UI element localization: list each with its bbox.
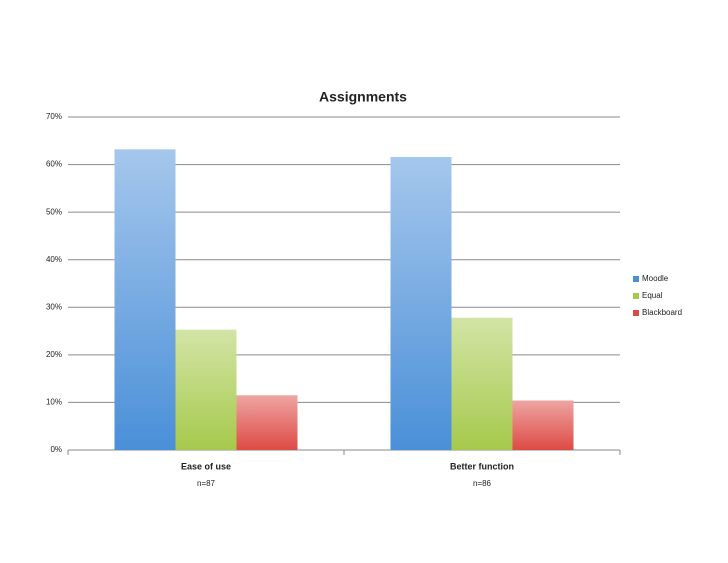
category-note: n=87	[197, 479, 216, 488]
legend-label: Moodle	[642, 274, 669, 283]
bar	[114, 149, 176, 450]
bar	[175, 329, 237, 450]
category-note: n=86	[473, 479, 492, 488]
legend-label: Blackboard	[642, 308, 682, 317]
legend-label: Equal	[642, 291, 663, 300]
legend-swatch	[633, 310, 639, 316]
y-tick-label: 40%	[46, 255, 62, 264]
y-tick-label: 60%	[46, 160, 62, 169]
bar	[390, 156, 452, 450]
y-tick-label: 70%	[46, 112, 62, 121]
y-tick-label: 0%	[50, 445, 62, 454]
y-tick-label: 10%	[46, 398, 62, 407]
y-tick-label: 50%	[46, 207, 62, 216]
y-tick-label: 20%	[46, 350, 62, 359]
legend-swatch	[633, 293, 639, 299]
y-tick-label: 30%	[46, 302, 62, 311]
bar	[512, 400, 574, 450]
bar	[451, 317, 513, 450]
bar	[236, 395, 298, 450]
chart-title: Assignments	[319, 89, 407, 105]
legend-swatch	[633, 276, 639, 282]
x-tick-label: Ease of use	[181, 461, 231, 471]
x-tick-label: Better function	[450, 461, 514, 471]
